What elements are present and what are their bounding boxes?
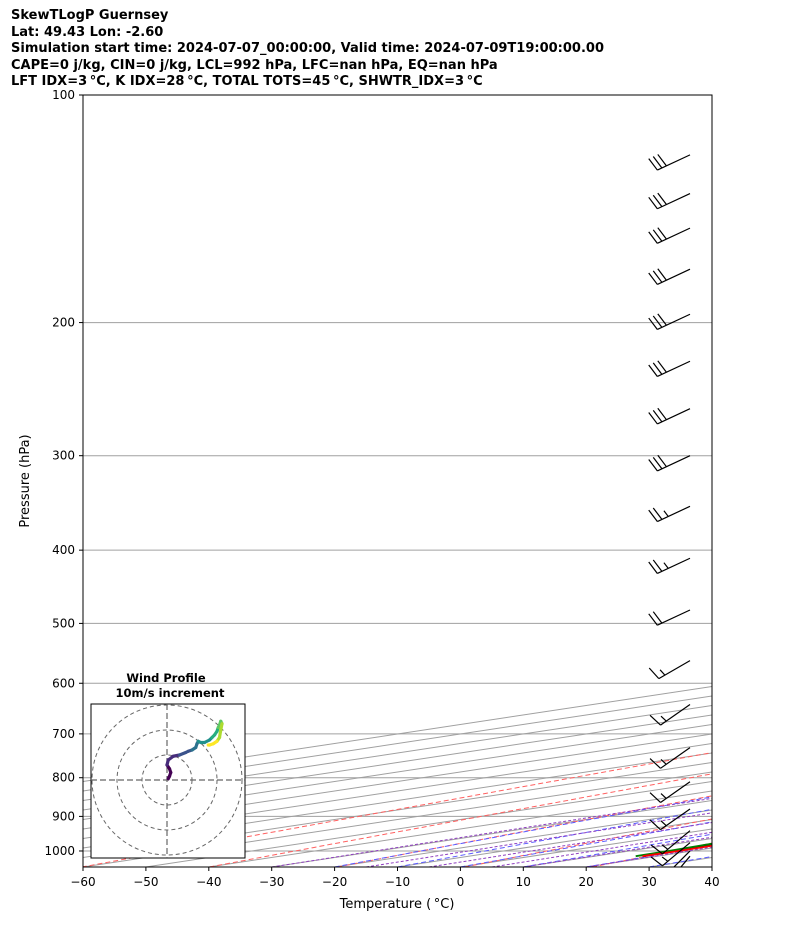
title-line: Simulation start time: 2024-07-07_00:00:… (11, 41, 604, 57)
moist-adiabat-line (334, 796, 712, 867)
dry-adiabat-line (591, 842, 712, 867)
mixing-ratio-line (271, 797, 712, 867)
wind-barb (648, 360, 691, 378)
wind-barb (649, 703, 691, 726)
y-tick-label: 800 (52, 771, 75, 785)
wind-barb (648, 227, 691, 244)
x-tick-label: 20 (579, 875, 594, 889)
hodograph-title: Wind Profile (126, 671, 206, 685)
moist-adiabat-line (586, 845, 712, 867)
isotherm-line (460, 828, 712, 867)
y-tick-label: 500 (52, 616, 75, 630)
y-tick-label: 900 (52, 809, 75, 823)
y-tick-label: 600 (52, 676, 75, 690)
title-line: Lat: 49.43 Lon: -2.60 (11, 24, 164, 40)
y-tick-label: 700 (52, 727, 75, 741)
y-tick-label: 400 (52, 543, 75, 557)
wind-barb (649, 808, 691, 831)
wind-barb (650, 830, 691, 855)
mixing-ratio-line (491, 831, 712, 867)
isotherm-line (334, 809, 712, 867)
cin-shading (642, 844, 712, 857)
y-tick-label: 100 (52, 88, 75, 102)
wind-barb (648, 505, 691, 523)
wind-barb (650, 842, 691, 867)
dry-adiabat-line (464, 818, 712, 867)
x-axis-label: Temperature ( °C) (339, 897, 455, 912)
x-tick-label: −10 (385, 875, 410, 889)
wind-barb (648, 407, 691, 425)
mixing-ratio-line (366, 812, 712, 867)
dry-adiabat-line (720, 95, 794, 867)
isotherm-line (83, 723, 712, 820)
x-tick-label: −60 (70, 875, 95, 889)
isotherm-line (649, 856, 712, 867)
wind-barb (648, 609, 691, 626)
axes: −60 −50 −40 −30 −20 −10 0 10 20 30 40 100 200 300 400 5… (44, 88, 719, 889)
wind-barb (648, 660, 691, 680)
moist-adiabat-line (711, 866, 712, 867)
isotherm-line (83, 695, 712, 792)
y-tick-label: 300 (52, 449, 75, 463)
x-tick-label: −20 (322, 875, 347, 889)
isotherm-line (83, 685, 712, 782)
isotherm-line (711, 866, 712, 867)
parcel-profile-line (642, 843, 712, 858)
hodograph-inset (90, 703, 246, 859)
dry-adiabat-line (209, 773, 712, 867)
mixing-ratio-line (523, 836, 712, 867)
wind-barb (648, 313, 691, 331)
isotherm-line (83, 714, 712, 811)
x-tick-label: 30 (641, 875, 656, 889)
title-line: SkewTLogP Guernsey (11, 8, 169, 23)
hodograph-subtitle: 10m/s increment (116, 686, 225, 700)
moist-adiabat-line (460, 821, 712, 867)
x-tick-label: −50 (133, 875, 158, 889)
y-tick-label: 200 (52, 316, 75, 330)
isotherm-line (83, 704, 712, 801)
x-tick-label: 0 (457, 875, 465, 889)
x-tick-label: −30 (259, 875, 284, 889)
wind-barb (648, 454, 691, 472)
wind-barb (648, 154, 691, 171)
chart-title: SkewTLogP Guernsey Lat: 49.43 Lon: -2.60… (11, 8, 604, 91)
y-axis-label: Pressure (hPa) (18, 434, 33, 527)
wind-barb (648, 268, 691, 285)
isotherm-line (208, 790, 712, 867)
mixing-ratio-line (428, 822, 712, 867)
dry-adiabat-line (83, 752, 712, 867)
wind-barb (648, 192, 691, 210)
moist-adiabat-line (397, 808, 712, 867)
wind-barb (649, 781, 691, 803)
wind-barb (680, 855, 691, 867)
moist-adiabat-line (649, 856, 712, 867)
temperature-line (642, 844, 712, 858)
title-line: CAPE=0 j/kg, CIN=0 j/kg, LCL=992 hPa, LF… (11, 57, 498, 73)
title-line: LFT IDX=3 °C, K IDX=28 °C, TOTAL TOTS=45… (11, 74, 483, 90)
wind-barb (649, 747, 691, 769)
wind-barb (673, 850, 691, 867)
isotherm-line (83, 733, 712, 830)
y-tick-label: 1000 (44, 844, 75, 858)
dry-adiabat-line (336, 795, 712, 867)
x-tick-label: 40 (704, 875, 719, 889)
isotherm-line (586, 847, 712, 867)
x-tick-label: 10 (516, 875, 531, 889)
wind-barb (648, 557, 691, 575)
x-tick-label: −40 (196, 875, 221, 889)
